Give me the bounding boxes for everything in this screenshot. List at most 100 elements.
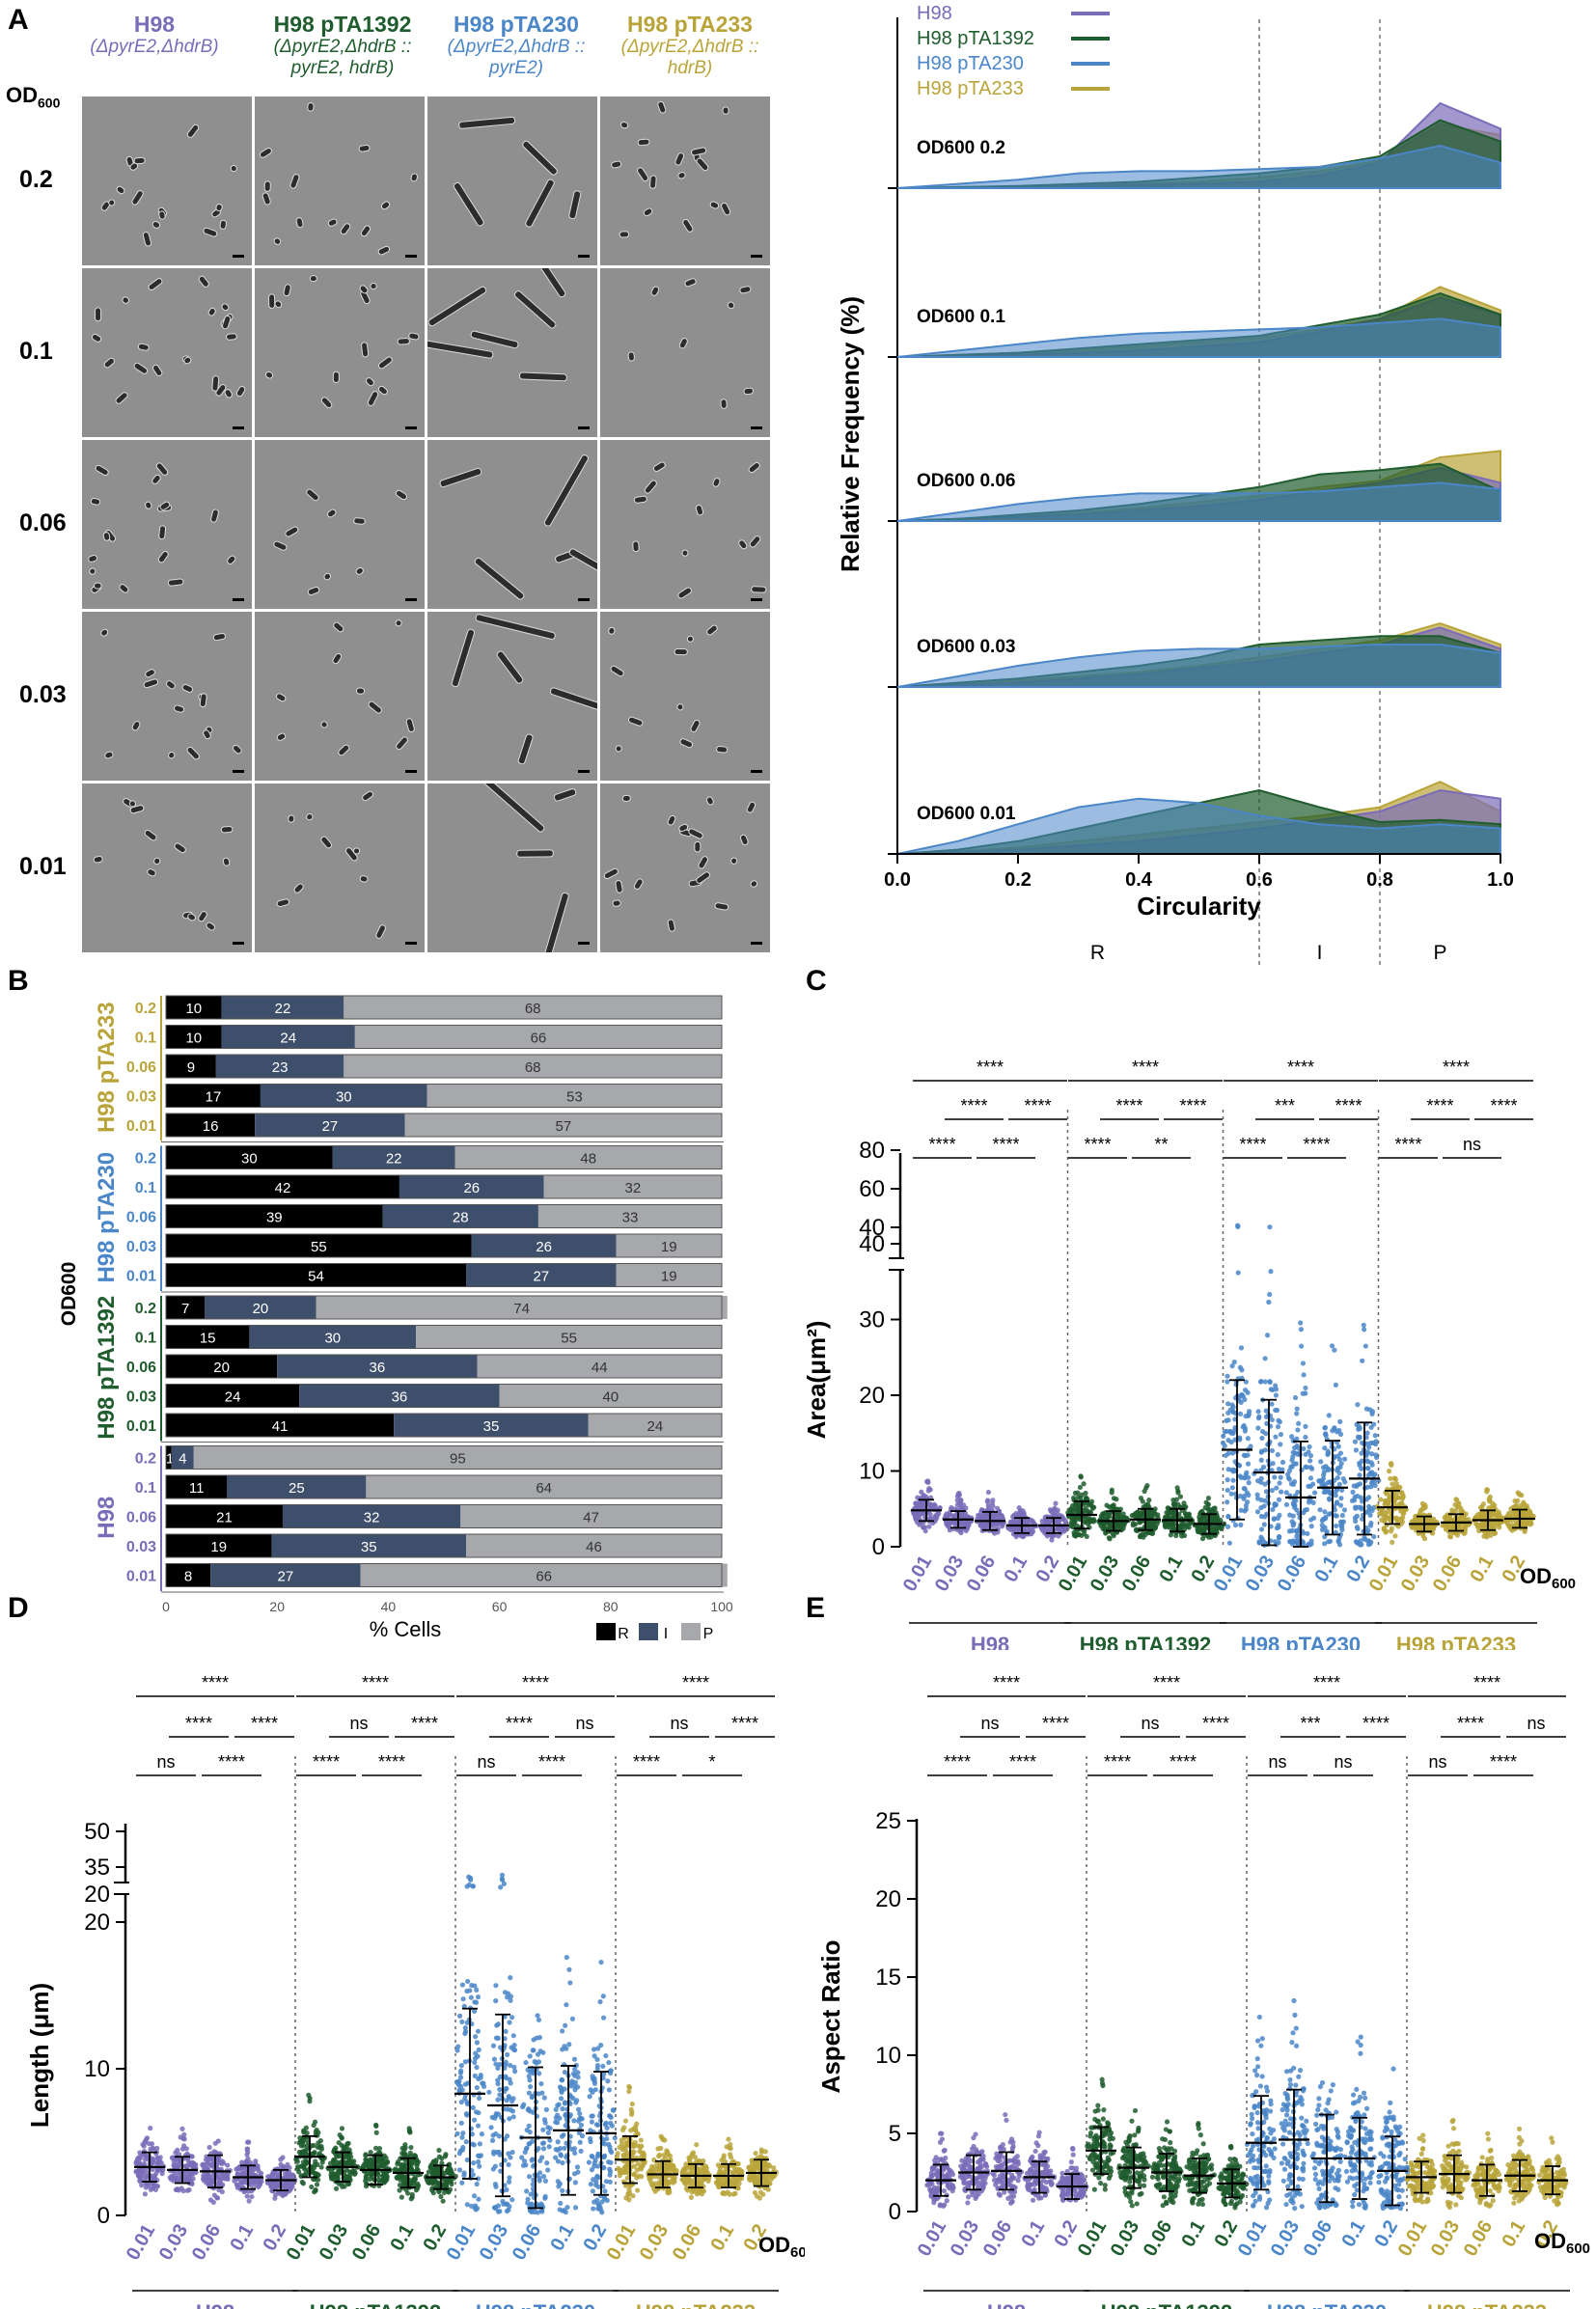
data-point [1225, 1438, 1231, 1443]
bar-segment-P [416, 1325, 722, 1349]
bar-segment-P [404, 1113, 722, 1137]
data-point [1357, 1481, 1363, 1487]
data-point [375, 2164, 381, 2170]
data-point [461, 2170, 467, 2176]
data-point [1307, 1475, 1314, 1481]
scale-bar [751, 942, 762, 945]
bar-value-label: 68 [525, 1059, 541, 1076]
data-point [1386, 1498, 1392, 1503]
data-point [1364, 1484, 1370, 1490]
data-point [1181, 1532, 1188, 1539]
data-point [508, 2107, 513, 2113]
cell [543, 454, 589, 527]
legend-label: H98 pTA233 [917, 78, 1024, 99]
data-point [488, 2125, 494, 2130]
bar-outline [165, 1563, 723, 1587]
data-point [562, 2101, 568, 2106]
data-point [1368, 1480, 1375, 1486]
data-point [175, 2159, 180, 2165]
data-point [606, 2087, 612, 2093]
micrograph [600, 268, 770, 437]
od-row-label: 0.1 [19, 338, 53, 365]
data-point [1303, 1423, 1308, 1429]
cell [439, 467, 482, 488]
data-point [472, 2059, 478, 2066]
y-tick-label: 60 [859, 1176, 885, 1202]
data-point [463, 2028, 469, 2035]
data-point [373, 2123, 379, 2130]
data-point [1355, 1526, 1361, 1531]
data-point [225, 2162, 231, 2168]
od-tick-label: 0.01 [283, 2221, 320, 2265]
bar-value-label: 26 [536, 1239, 552, 1255]
data-point [1393, 1481, 1400, 1487]
ridge-label: OD600 0.2 [917, 138, 1005, 158]
data-point [594, 2056, 600, 2063]
data-point [247, 2159, 254, 2165]
bar-value-label: 15 [200, 1331, 216, 1347]
data-point [472, 2205, 478, 2211]
micrograph-cells [100, 124, 244, 258]
data-point [1259, 1435, 1265, 1442]
data-point [456, 2013, 463, 2019]
cell [496, 650, 524, 684]
cell [712, 478, 721, 487]
scale-bar [751, 255, 762, 258]
data-point [1271, 1516, 1278, 1522]
cell [157, 550, 169, 564]
bar-value-label: 1 [166, 1451, 174, 1468]
cell [227, 555, 236, 564]
data-point [296, 2149, 302, 2156]
data-point [173, 2186, 179, 2193]
od-tick-label: 0.01 [443, 2221, 481, 2265]
data-point [304, 2143, 310, 2149]
data-point [1317, 1507, 1323, 1513]
cell [519, 371, 567, 382]
data-point [1147, 1509, 1153, 1516]
data-point [505, 2201, 510, 2207]
data-point [401, 2147, 407, 2153]
y-tick-label: 40 [859, 1231, 885, 1257]
data-point [496, 2133, 502, 2139]
bar-value-label: 30 [336, 1089, 352, 1106]
data-point [1340, 1519, 1347, 1525]
cell [667, 919, 675, 932]
cell [226, 333, 237, 341]
bar-value-label: 19 [661, 1239, 677, 1255]
data-point [504, 2186, 509, 2193]
data-point [427, 2164, 433, 2170]
significance-label: **** [1303, 1135, 1330, 1154]
data-point [1295, 1538, 1301, 1544]
data-point [553, 2147, 559, 2153]
cell [332, 371, 340, 384]
data-point [1088, 1498, 1095, 1504]
data-point [1332, 1507, 1337, 1513]
cell [289, 174, 300, 189]
data-point [492, 2115, 498, 2121]
data-point [1255, 1425, 1261, 1431]
cell [108, 199, 116, 206]
scale-bar [578, 942, 590, 945]
data-point [335, 2173, 341, 2180]
cell [293, 883, 304, 893]
data-point [588, 2182, 593, 2187]
data-point [1364, 1465, 1370, 1471]
cell [219, 219, 227, 230]
cell [353, 517, 366, 525]
data-point [577, 2110, 583, 2117]
data-point [311, 2151, 316, 2157]
od-tick-label: 0.03 [155, 2221, 193, 2265]
y-tick-label: 20 [859, 1383, 885, 1409]
x-tick-label: 0.8 [1366, 869, 1393, 891]
data-point [1073, 1532, 1079, 1538]
data-point [1283, 1490, 1289, 1496]
data-point [1322, 1445, 1328, 1451]
bar-segment-R [166, 1296, 206, 1319]
data-point [1311, 1490, 1318, 1496]
data-point [1322, 1509, 1328, 1515]
cell [119, 584, 129, 593]
data-point [1336, 1481, 1342, 1487]
data-point [331, 2157, 337, 2162]
data-point [1326, 1539, 1332, 1545]
data-point [1390, 1481, 1395, 1487]
